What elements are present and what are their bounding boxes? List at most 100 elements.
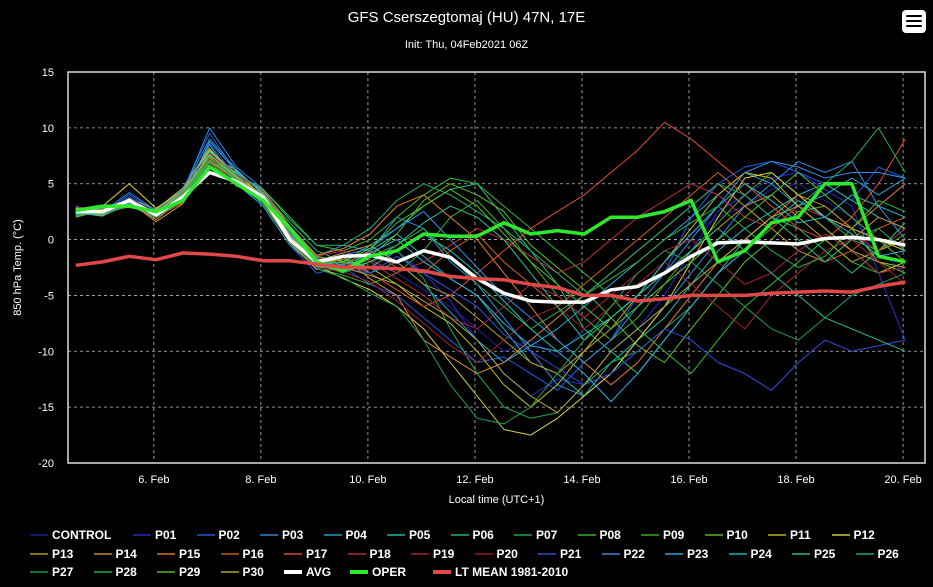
series-line-p12 <box>75 149 906 436</box>
legend-swatch <box>538 552 556 555</box>
legend-item[interactable]: P24 <box>728 546 793 561</box>
legend-item[interactable]: P22 <box>601 547 666 561</box>
legend-label: P12 <box>853 528 875 543</box>
legend-item[interactable]: P18 <box>347 546 412 561</box>
legend-item[interactable]: P04 <box>323 528 388 543</box>
legend-label: P24 <box>750 546 772 561</box>
legend-label: P02 <box>218 528 240 543</box>
x-tick-label: 12. Feb <box>456 474 493 486</box>
series-line-p19 <box>75 153 906 330</box>
legend-item[interactable]: P09 <box>641 528 705 542</box>
legend-swatch <box>641 534 659 537</box>
legend-swatch <box>93 571 112 574</box>
legend-item[interactable]: P01 <box>133 528 197 542</box>
series-line-p20 <box>75 158 906 363</box>
legend-item[interactable]: P03 <box>260 528 324 542</box>
series-line-p28 <box>75 156 906 330</box>
y-tick-label: 10 <box>42 123 54 135</box>
legend-swatch <box>728 552 747 555</box>
legend-swatch <box>577 534 596 537</box>
legend-item[interactable]: P20 <box>474 546 539 561</box>
legend-swatch <box>30 534 48 537</box>
legend-label: P07 <box>536 528 558 543</box>
legend-item[interactable]: P16 <box>220 546 285 561</box>
legend-label: P21 <box>560 546 582 561</box>
hamburger-menu-icon[interactable] <box>902 10 926 33</box>
legend-swatch <box>30 571 48 574</box>
legend-label: P15 <box>179 546 201 561</box>
legend-label: P30 <box>242 565 264 580</box>
legend-item[interactable]: P05 <box>387 528 451 542</box>
legend-label: CONTROL <box>52 528 112 543</box>
legend-label: OPER <box>372 565 407 580</box>
legend-label: P08 <box>599 528 621 543</box>
legend-label: AVG <box>306 565 332 580</box>
legend-item[interactable]: P15 <box>157 547 221 561</box>
series-line-p21 <box>75 143 906 391</box>
series-line-p27 <box>75 163 906 425</box>
legend-item[interactable]: P23 <box>665 547 729 561</box>
legend-swatch <box>450 534 469 537</box>
legend-item[interactable]: P07 <box>514 528 578 542</box>
legend-item[interactable]: P17 <box>284 547 348 561</box>
legend-item[interactable]: CONTROL <box>30 528 133 542</box>
legend-item[interactable]: P28 <box>93 565 158 580</box>
legend-swatch <box>665 552 683 555</box>
legend-swatch <box>93 552 112 555</box>
legend-label: LT MEAN 1981-2010 <box>455 565 569 580</box>
legend-item[interactable]: P10 <box>704 528 769 543</box>
legend-label: P28 <box>115 565 137 580</box>
legend-swatch <box>831 534 850 537</box>
legend-swatch <box>30 552 48 555</box>
legend-swatch <box>196 534 215 537</box>
legend-label: P20 <box>496 546 518 561</box>
y-tick-label: -20 <box>38 458 54 470</box>
legend-label: P13 <box>52 546 74 561</box>
legend-label: P27 <box>52 565 74 580</box>
legend-row: P13 P14 P15 P16 P17 P18 P19 P20 P21 P22 P23 P24 P25 P… <box>30 545 930 564</box>
legend-item[interactable]: P29 <box>157 565 221 579</box>
legend-label: P17 <box>306 546 328 561</box>
legend-item[interactable]: P13 <box>30 547 94 561</box>
series-line-avg <box>75 170 906 304</box>
legend-swatch <box>411 552 429 555</box>
legend-swatch <box>157 552 175 555</box>
legend-item[interactable]: P19 <box>411 547 475 561</box>
legend-item[interactable]: P14 <box>93 547 158 561</box>
legend-swatch <box>350 570 368 575</box>
legend-item[interactable]: P08 <box>577 528 642 543</box>
plot-border <box>67 71 926 464</box>
legend-swatch <box>157 571 175 574</box>
legend-item[interactable]: P26 <box>855 546 920 561</box>
legend-label: P05 <box>409 528 431 543</box>
legend-item[interactable]: P27 <box>30 565 94 579</box>
legend-swatch <box>220 552 239 555</box>
legend-swatch <box>474 552 493 555</box>
series-line-lt-mean-1981-2010 <box>75 251 906 303</box>
legend-label: P04 <box>345 528 367 543</box>
legend-item[interactable]: AVG <box>284 565 350 579</box>
x-axis-label: Local time (UTC+1) <box>449 494 545 506</box>
legend-item[interactable]: P25 <box>792 547 856 561</box>
x-tick-label: 18. Feb <box>777 474 814 486</box>
legend-label: P10 <box>726 528 748 543</box>
series-line-p14 <box>75 160 906 375</box>
y-tick-label: -5 <box>44 290 54 302</box>
series-line-oper <box>75 165 906 273</box>
legend-row: P27 P28 P29 P30 AVG OPER LT MEAN 1981-2010 <box>30 563 930 582</box>
legend-label: P06 <box>472 528 494 543</box>
legend-label: P16 <box>242 546 264 561</box>
legend-item[interactable]: P12 <box>831 528 896 543</box>
legend-label: P18 <box>369 546 391 561</box>
legend-item[interactable]: P06 <box>450 528 515 543</box>
legend-label: P25 <box>814 546 836 561</box>
legend-item[interactable]: OPER <box>350 565 433 579</box>
legend-label: P26 <box>877 546 899 561</box>
legend-item[interactable]: LT MEAN 1981-2010 <box>433 565 568 579</box>
legend-swatch <box>855 552 874 555</box>
legend-item[interactable]: P30 <box>220 565 285 580</box>
legend-item[interactable]: P11 <box>768 528 832 542</box>
legend-item[interactable]: P02 <box>196 528 261 543</box>
legend-item[interactable]: P21 <box>538 547 602 561</box>
chart-subtitle: Init: Thu, 04Feb2021 06Z <box>404 39 529 51</box>
